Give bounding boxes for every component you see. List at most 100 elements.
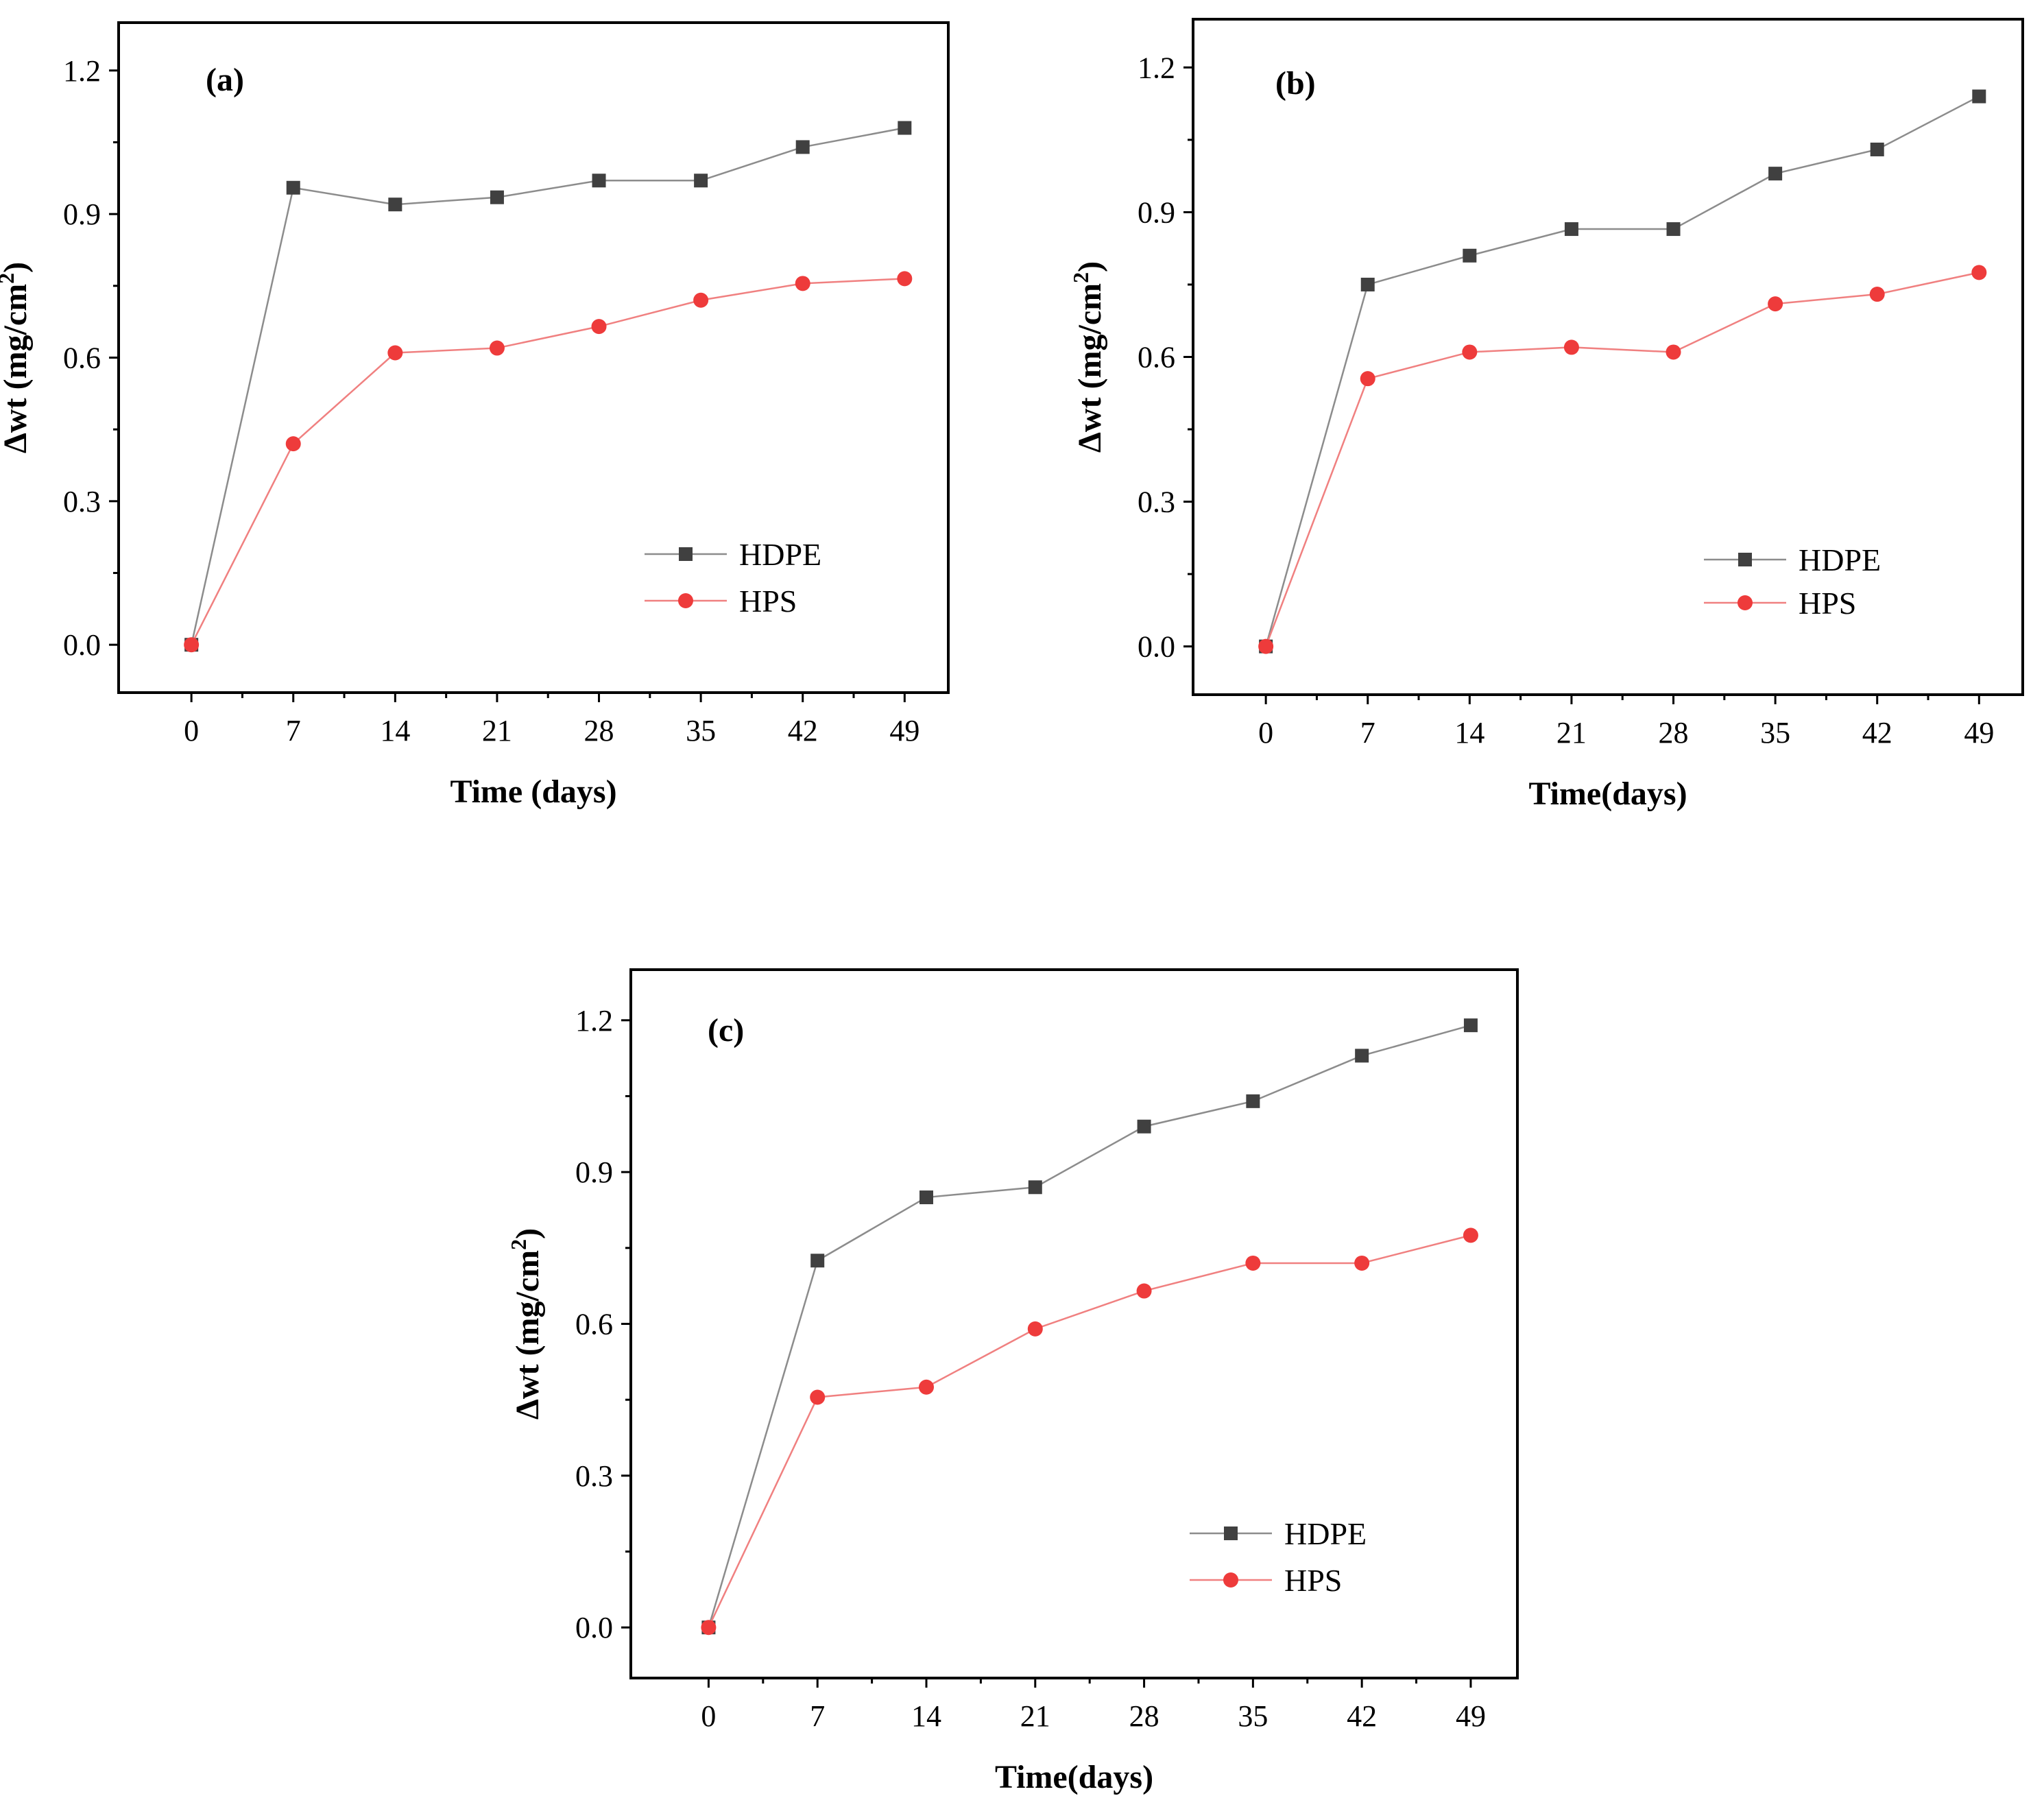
series-line	[708, 1024, 1471, 1628]
data-point-hps	[1354, 1255, 1370, 1271]
series-hdpe	[1259, 89, 1986, 654]
x-tick-label: 49	[1456, 1699, 1486, 1733]
data-point-hdpe	[795, 140, 810, 154]
y-tick-label: 0.0	[575, 1611, 613, 1644]
y-tick-label: 0.9	[575, 1156, 613, 1189]
data-point-hdpe	[1028, 1180, 1042, 1195]
series-line	[1264, 95, 1980, 647]
data-point-hdpe	[1463, 248, 1477, 263]
x-axis-title: Time(days)	[995, 1759, 1153, 1795]
x-tick-label: 42	[788, 714, 818, 747]
data-point-hps	[897, 271, 913, 287]
data-point-hps	[693, 292, 709, 308]
data-point-hps	[701, 1620, 717, 1636]
series-hps	[701, 1228, 1478, 1636]
y-tick-label: 0.3	[63, 485, 101, 518]
legend-marker	[1738, 553, 1752, 566]
x-axis-title: Time(days)	[1528, 776, 1687, 812]
x-tick-label: 21	[1556, 716, 1587, 750]
data-point-hps	[795, 276, 810, 291]
x-tick-label: 35	[1238, 1699, 1268, 1733]
series-hdpe	[184, 121, 912, 652]
y-axis-title-superscript: 2	[506, 1239, 531, 1250]
data-point-hps	[184, 637, 200, 653]
x-tick-label: 7	[286, 714, 301, 747]
x-tick-label: 49	[1964, 716, 1994, 750]
legend-item-hdpe: HDPE	[1704, 542, 1881, 577]
data-point-hdpe	[1666, 222, 1681, 237]
y-axis-title-main: Δwt (mg/cm	[1072, 283, 1108, 453]
y-tick-label: 0.9	[63, 197, 101, 231]
y-axis-title-main: Δwt (mg/cm	[0, 284, 34, 453]
legend-label: HDPE	[739, 537, 821, 572]
data-point-hdpe	[1564, 222, 1578, 237]
data-point-hdpe	[1463, 1018, 1478, 1033]
panel-label: (a)	[206, 62, 244, 98]
y-axis-title-superscript: 2	[0, 273, 19, 284]
legend-marker	[1224, 1526, 1238, 1540]
data-point-hdpe	[898, 121, 912, 135]
chart-panel-c: 0.0 0.3 0.6 0.9 1.2 0 7 14 21 28 35 42 49 Time(days) Δ…	[506, 968, 1519, 1795]
data-point-hps	[1027, 1321, 1043, 1337]
y-tick-label: 0.0	[1138, 630, 1175, 664]
series-line	[190, 127, 905, 645]
y-tick-label: 1.2	[1138, 51, 1175, 84]
legend-label: HPS	[1799, 586, 1856, 621]
x-tick-label: 28	[1659, 716, 1689, 750]
data-point-hps	[919, 1379, 934, 1395]
data-point-hps	[1136, 1283, 1152, 1299]
legend-item-hps: HPS	[645, 584, 797, 619]
chart-panel-b: 0.0 0.3 0.6 0.9 1.2 0 7 14 21 28 35 42 49 Time(days) Δ…	[1068, 18, 2024, 812]
x-tick-label: 0	[1258, 716, 1273, 750]
x-axis-title: Time (days)	[450, 774, 616, 810]
data-point-hdpe	[1360, 277, 1375, 291]
x-tick-label: 14	[1454, 716, 1484, 750]
data-point-hdpe	[490, 190, 504, 204]
y-axis-title: Δwt (mg/cm2)	[1068, 261, 1108, 453]
data-point-hps	[387, 345, 403, 361]
x-tick-label: 28	[1129, 1699, 1159, 1733]
legend-marker	[679, 547, 693, 561]
legend-item-hdpe: HDPE	[645, 537, 821, 572]
series-hps	[184, 271, 913, 653]
plot-frame	[117, 21, 950, 694]
series-line	[1264, 272, 1980, 647]
x-tick-label: 42	[1862, 716, 1892, 750]
x-tick-label: 35	[1760, 716, 1790, 750]
data-point-hps	[1463, 1228, 1478, 1243]
panel-label: (c)	[708, 1012, 744, 1049]
x-tick-label: 7	[810, 1699, 825, 1733]
y-tick-label: 0.3	[1138, 486, 1175, 519]
x-tick-label: 0	[184, 714, 199, 747]
y-axis-title: Δwt (mg/cm2)	[506, 1228, 546, 1420]
x-tick-label: 42	[1347, 1699, 1377, 1733]
data-point-hps	[1869, 287, 1885, 302]
data-point-hdpe	[1972, 89, 1986, 104]
legend-item-hdpe: HDPE	[1190, 1516, 1367, 1551]
data-point-hps	[1245, 1255, 1261, 1271]
y-tick-label: 1.2	[575, 1004, 613, 1038]
y-axis-title-superscript: 2	[1068, 272, 1093, 283]
y-axis-title: Δwt (mg/cm2)	[0, 262, 34, 453]
x-tick-label: 0	[701, 1699, 716, 1733]
y-tick-label: 0.6	[63, 342, 101, 375]
y-axis-title-close: )	[0, 262, 34, 273]
x-tick-label: 35	[686, 714, 716, 747]
legend-label: HPS	[1284, 1563, 1342, 1598]
series-line	[191, 278, 905, 645]
data-point-hdpe	[286, 180, 300, 195]
y-tick-label: 0.9	[1138, 195, 1175, 229]
data-point-hps	[1258, 638, 1274, 654]
data-point-hps	[1666, 344, 1681, 360]
y-axis-title-main: Δwt (mg/cm	[509, 1250, 546, 1420]
plot-frame	[1192, 18, 2024, 696]
legend-label: HDPE	[1284, 1516, 1367, 1551]
data-point-hps	[489, 340, 505, 356]
plot-frame	[629, 968, 1519, 1679]
legend-label: HDPE	[1799, 542, 1881, 577]
data-point-hps	[285, 436, 301, 452]
data-point-hdpe	[592, 173, 606, 188]
data-point-hdpe	[1137, 1119, 1151, 1134]
x-tick-label: 7	[1360, 716, 1375, 750]
